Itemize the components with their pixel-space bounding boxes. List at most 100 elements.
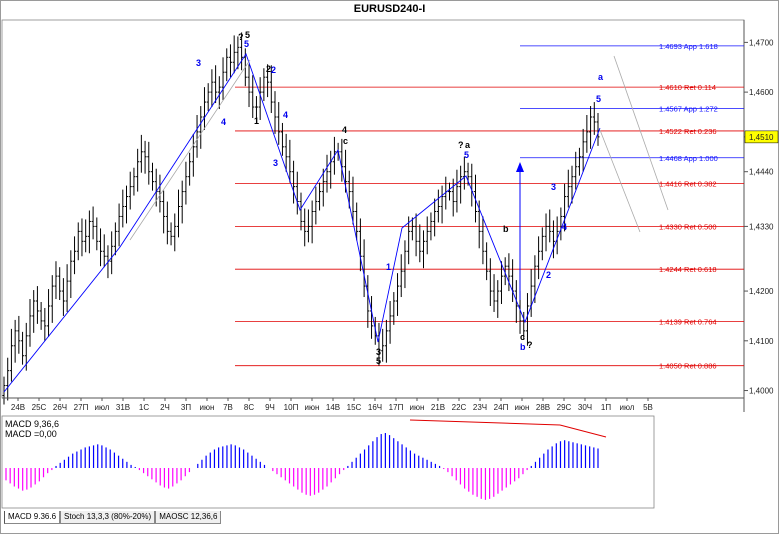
candle [340,138,344,182]
tab-maosc[interactable]: MAOSC 12,36,6 [155,511,222,524]
candle [418,224,422,263]
wave-label: 4 [342,125,347,135]
candle [6,357,10,401]
candle [358,218,362,272]
x-tick-label: 28В [536,403,550,412]
candle [563,183,567,232]
wave-label: 4 [221,117,226,127]
candle [459,165,463,204]
candle [537,236,541,280]
x-tick-label: 23Ч [473,403,487,412]
macd-legend-line1: MACD 9,36,6 [5,419,60,429]
candle [162,190,166,234]
candle [102,234,106,268]
candle [269,65,273,114]
x-tick-label: 14В [326,403,340,412]
y-tick-label: 1,4100 [749,337,774,346]
candle [321,168,325,207]
candle [128,171,132,210]
y-tick-label: 1,4200 [749,287,774,296]
candle [422,230,426,269]
chart-title: EURUSD240-I [353,3,426,15]
candle [254,96,258,124]
wave-label: ? [238,32,244,42]
candle [58,267,62,301]
candle [440,185,444,224]
candle [210,69,214,108]
tab-stoch[interactable]: Stoch 13,3,3 (80%-20%) [60,511,156,524]
candle [24,322,28,371]
candle [488,258,492,306]
candle [429,212,433,241]
wave-label: 3 [273,158,278,168]
candle [388,301,392,344]
x-tick-label: 3П [181,403,191,412]
candle [362,239,366,298]
wave-label: 5 [464,150,469,160]
candle [448,182,451,201]
candle [306,209,310,243]
wave-label: 5 [376,356,381,366]
candle [147,141,151,185]
candle [139,134,143,173]
candle [43,307,47,341]
x-tick-label: июн [200,403,215,412]
candle [9,328,13,382]
candle [425,216,429,255]
wave-count-line [3,52,601,393]
candle [110,231,114,275]
fib-level-label: 1.4693 App 1.618 [659,42,718,51]
wave-label: 4 [562,222,567,232]
candle [548,209,552,243]
candle [284,133,288,172]
candle [433,198,437,237]
candle [314,186,318,225]
candle [392,292,396,325]
candle [277,102,281,145]
x-tick-label: 10П [284,403,299,412]
y-tick-label: 1,4000 [749,387,774,396]
candle [574,151,578,190]
wave-label: 5 [245,30,250,40]
candle [228,44,232,78]
candle [143,140,147,174]
x-tick-label: 5В [643,403,653,412]
candle [232,35,236,74]
candle [95,217,99,251]
candle [403,240,407,289]
fib-level-label: 1.4330 Ret 0.500 [659,222,717,231]
candle [377,322,381,366]
wave-label: 5 [244,39,249,49]
candle [73,236,77,275]
candle [544,213,548,252]
x-tick-label: 2Ч [160,403,170,412]
candle [329,150,333,189]
x-tick-label: 1С [139,403,149,412]
x-tick-label: июн [410,403,425,412]
candle [396,273,400,316]
candle [199,106,203,149]
candle [481,216,485,265]
x-tick-label: 17П [389,403,404,412]
wave-label: 4 [283,110,288,120]
candle [214,65,218,104]
candle [596,113,600,146]
candle [61,278,65,316]
candle [366,275,370,328]
projection-arrow-head [516,162,524,172]
candle [585,114,589,153]
candle [318,182,322,211]
tab-macd[interactable]: MACD 9.36.6 [4,511,61,524]
candle [485,242,489,281]
x-tick-label: 30Ч [578,403,592,412]
candle [236,36,240,70]
indicator-tabs: MACD 9.36.6 Stoch 13,3,3 (80%-20%) MAOSC… [4,511,222,524]
candle [247,64,251,108]
candle [180,180,184,224]
candle [91,206,95,240]
x-tick-label: 31В [116,403,130,412]
wave-label: c [520,332,525,342]
wave-label: b [520,342,526,352]
x-tick-label: 22С [452,403,467,412]
